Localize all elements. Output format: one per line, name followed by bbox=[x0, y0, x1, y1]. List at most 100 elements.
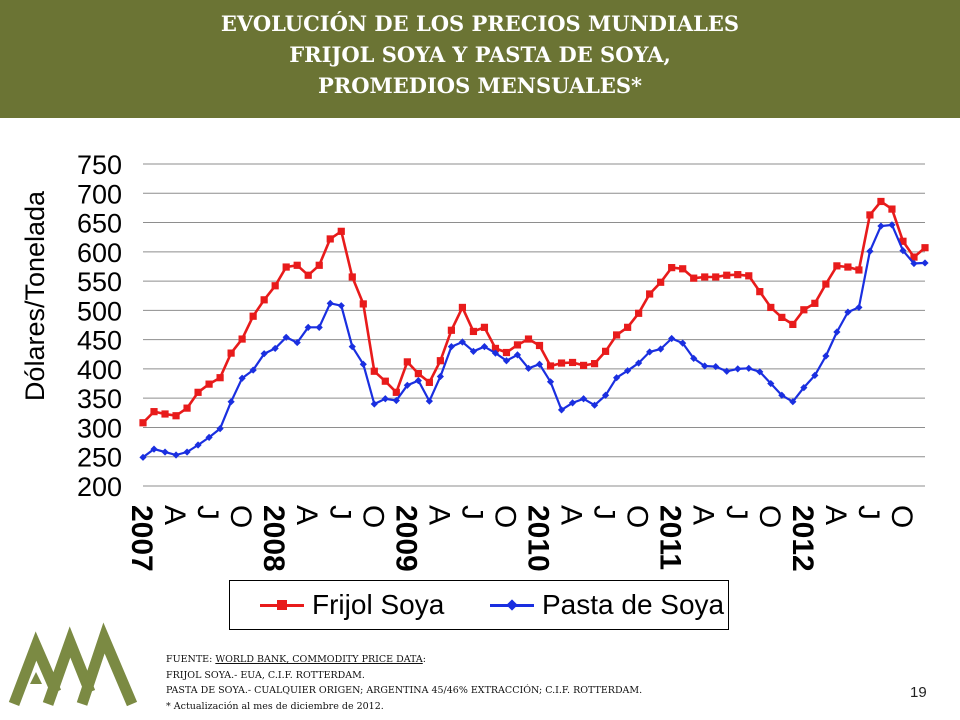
data-point bbox=[502, 348, 511, 357]
data-point bbox=[326, 235, 334, 243]
data-point bbox=[899, 237, 907, 245]
data-point bbox=[150, 445, 158, 453]
data-point bbox=[844, 308, 852, 316]
x-tick-label: J bbox=[720, 505, 753, 520]
data-point bbox=[657, 278, 665, 286]
data-point bbox=[205, 380, 213, 388]
data-point bbox=[767, 379, 775, 388]
x-tick-label: O bbox=[224, 505, 257, 528]
data-point bbox=[216, 425, 224, 433]
data-point bbox=[833, 328, 841, 336]
data-point bbox=[613, 331, 621, 339]
data-point bbox=[139, 453, 147, 461]
data-point bbox=[447, 326, 455, 334]
chart-series bbox=[139, 197, 929, 461]
data-point bbox=[811, 299, 819, 307]
organization-logo bbox=[8, 622, 138, 707]
source-line-1: FUENTE: WORLD BANK, COMMODITY PRICE DATA… bbox=[166, 654, 426, 665]
x-tick-label: J bbox=[323, 505, 356, 520]
data-point bbox=[877, 222, 885, 230]
data-point bbox=[789, 320, 797, 329]
data-point bbox=[723, 271, 731, 279]
data-point bbox=[304, 323, 312, 331]
data-point bbox=[491, 349, 500, 357]
data-point bbox=[260, 350, 268, 358]
data-point bbox=[348, 273, 356, 281]
y-tick-label: 200 bbox=[77, 472, 122, 502]
data-point bbox=[877, 197, 885, 206]
data-point bbox=[546, 362, 555, 370]
data-point bbox=[811, 371, 819, 379]
x-tick-label: O bbox=[356, 505, 389, 528]
data-point bbox=[535, 341, 544, 350]
data-point bbox=[668, 334, 676, 343]
data-point bbox=[491, 344, 500, 353]
data-point bbox=[403, 358, 411, 366]
data-point bbox=[458, 303, 467, 312]
y-tick-label: 250 bbox=[77, 443, 122, 473]
data-point bbox=[172, 451, 180, 459]
data-point bbox=[601, 391, 610, 399]
page-number: 19 bbox=[910, 684, 927, 701]
data-point bbox=[183, 404, 191, 412]
data-point bbox=[524, 335, 533, 343]
data-point bbox=[436, 372, 444, 381]
data-point bbox=[315, 323, 323, 331]
data-point bbox=[348, 343, 356, 351]
data-point bbox=[844, 263, 852, 271]
data-point bbox=[337, 302, 345, 310]
data-point bbox=[392, 396, 400, 405]
source-notes: FUENTE: WORLD BANK, COMMODITY PRICE DATA… bbox=[166, 652, 846, 714]
data-point bbox=[304, 271, 312, 279]
data-point bbox=[579, 361, 588, 369]
data-point bbox=[789, 398, 797, 406]
data-point bbox=[436, 357, 444, 365]
data-point bbox=[260, 296, 268, 304]
data-point bbox=[381, 395, 389, 403]
x-tick-label: A bbox=[290, 505, 323, 525]
x-tick-label: O bbox=[621, 505, 654, 528]
x-tick-label: J bbox=[455, 505, 488, 520]
data-point bbox=[249, 312, 257, 320]
data-point bbox=[425, 397, 433, 405]
data-point bbox=[183, 448, 191, 456]
data-point bbox=[657, 345, 665, 353]
data-point bbox=[271, 282, 279, 290]
data-point bbox=[535, 360, 544, 368]
legend-item-frijol: Frijol Soya bbox=[260, 581, 444, 629]
data-point bbox=[734, 365, 742, 373]
source-link[interactable]: WORLD BANK, COMMODITY PRICE DATA bbox=[215, 654, 423, 665]
data-point bbox=[568, 399, 577, 407]
data-point bbox=[855, 266, 863, 274]
y-tick-label: 300 bbox=[77, 413, 122, 443]
data-point bbox=[800, 384, 808, 392]
data-point bbox=[370, 367, 378, 375]
data-point bbox=[238, 374, 246, 382]
data-point bbox=[767, 303, 775, 312]
data-point bbox=[161, 410, 169, 418]
data-point bbox=[293, 261, 301, 269]
data-point bbox=[888, 221, 896, 229]
y-tick-label: 550 bbox=[77, 267, 122, 297]
chart-gridlines bbox=[143, 163, 925, 487]
data-point bbox=[910, 259, 918, 268]
data-point bbox=[822, 352, 830, 360]
data-point bbox=[524, 364, 533, 372]
page-title: EVOLUCIÓN DE LOS PRECIOS MUNDIALES FRIJO… bbox=[0, 8, 960, 101]
y-tick-label: 700 bbox=[77, 179, 122, 209]
data-point bbox=[425, 378, 433, 386]
x-tick-label: A bbox=[687, 505, 720, 525]
legend-item-pasta: Pasta de Soya bbox=[490, 581, 724, 629]
data-point bbox=[315, 261, 323, 269]
data-point bbox=[866, 247, 874, 255]
data-point bbox=[337, 227, 345, 235]
x-tick-label: A bbox=[555, 505, 588, 525]
data-point bbox=[205, 433, 213, 442]
source-line-3: PASTA DE SOYA.- CUALQUIER ORIGEN; ARGENT… bbox=[166, 685, 643, 696]
y-tick-label: 450 bbox=[77, 326, 122, 356]
data-point bbox=[227, 349, 235, 357]
data-point bbox=[447, 343, 455, 351]
data-point bbox=[238, 335, 246, 343]
data-point bbox=[282, 333, 290, 341]
